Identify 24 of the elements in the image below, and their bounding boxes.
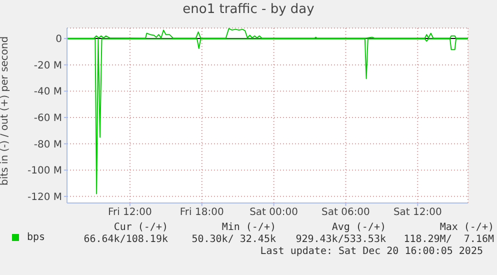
x-tick-label: Fri 12:00 [108,207,152,218]
y-tick-label: -40 M [34,86,62,98]
text: 118.29M/ 7.16M [402,234,494,246]
text: Cur (-/+) [112,222,168,234]
x-tick-label: Sat 12:00 [393,207,442,218]
text: Max (-/+) [438,222,494,234]
text: 929.43k/533.53k [294,234,386,246]
y-tick-label: 0 [56,34,62,46]
text: 66.64k/108.19k [82,234,168,246]
text: Min (-/+) [220,222,276,234]
text: Avg (-/+) [330,222,386,234]
chart-title: eno1 traffic - by day [182,2,316,17]
x-tick-label: Sat 00:00 [250,207,298,218]
text: 50.30k/ 32.45k [190,234,276,246]
y-tick-label: -120 M [27,192,62,203]
y-tick-label: -80 M [34,139,62,150]
x-tick-label: Fri 18:00 [180,207,224,218]
y-tick-label: -60 M [34,113,62,124]
text: Last update: Sat Dec 20 16:00:05 2025 [260,246,483,257]
y-tick-label: -100 M [27,166,62,177]
y-axis-title: bits in (-) / out (+) per second [0,36,11,186]
y-tick-label: -20 M [34,60,62,72]
legend-label: bps [26,232,46,243]
x-tick-label: Sat 06:00 [322,207,370,218]
